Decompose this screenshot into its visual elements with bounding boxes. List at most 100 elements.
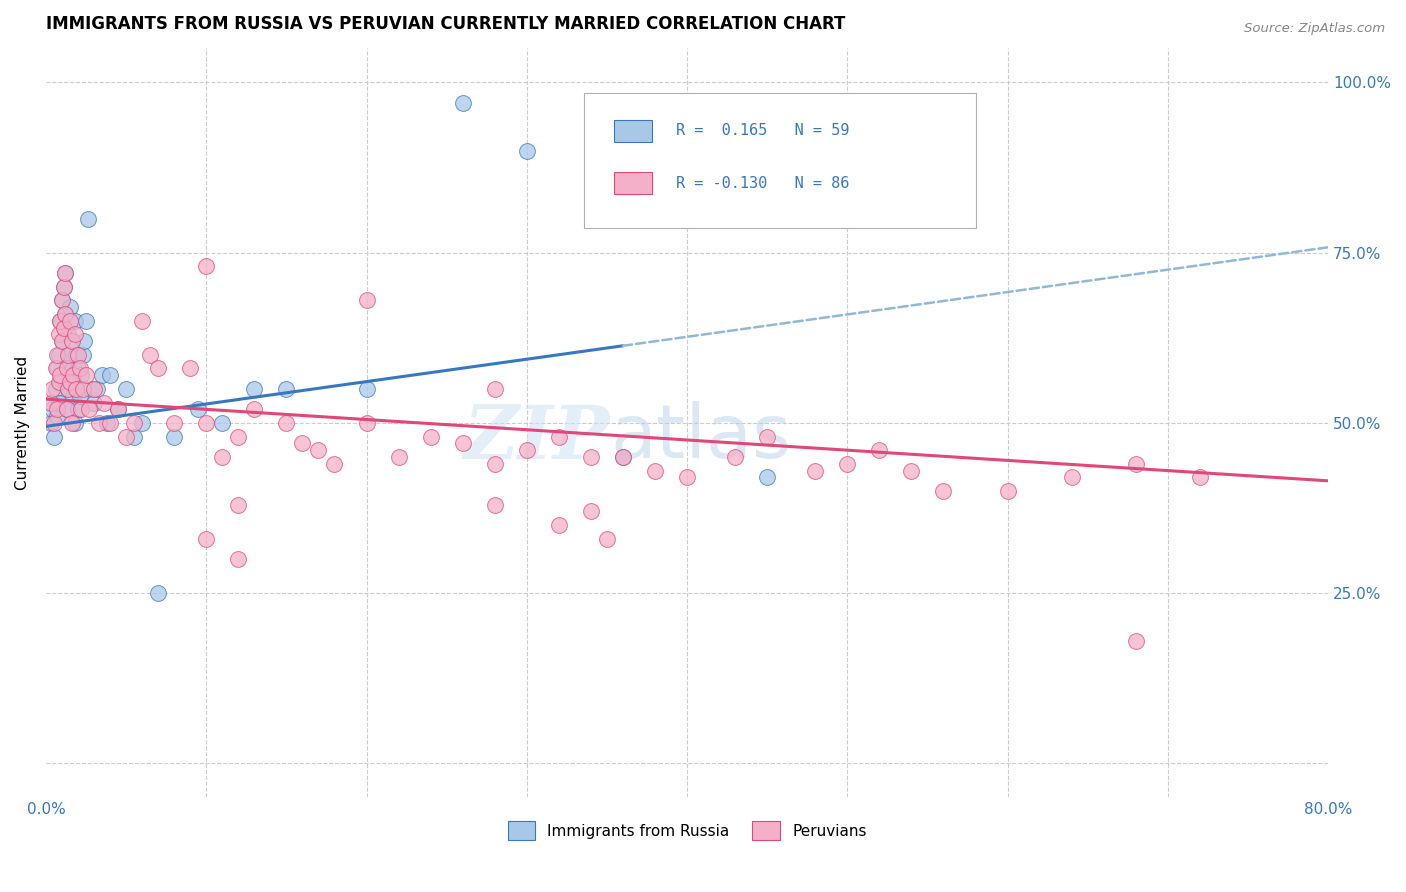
Point	[596, 532, 619, 546]
Point	[60, 334, 83, 349]
Point	[75, 368, 97, 383]
Point	[516, 144, 538, 158]
Point	[900, 464, 922, 478]
Point	[91, 368, 114, 383]
FancyBboxPatch shape	[614, 172, 652, 194]
Point	[179, 361, 201, 376]
Point	[547, 429, 569, 443]
Point	[51, 334, 73, 349]
Point	[516, 443, 538, 458]
Point	[48, 395, 70, 409]
Point	[39, 395, 62, 409]
Point	[59, 314, 82, 328]
Point	[107, 402, 129, 417]
Point	[66, 348, 89, 362]
Point	[644, 464, 666, 478]
Point	[56, 361, 79, 376]
Point	[323, 457, 346, 471]
Point	[72, 348, 94, 362]
Point	[51, 293, 73, 308]
Text: ZIP: ZIP	[464, 401, 610, 475]
Point	[1060, 470, 1083, 484]
Point	[139, 348, 162, 362]
FancyBboxPatch shape	[585, 94, 976, 228]
Point	[243, 382, 266, 396]
Point	[45, 382, 67, 396]
Point	[49, 314, 72, 328]
Point	[276, 416, 298, 430]
Text: R =  0.165   N = 59: R = 0.165 N = 59	[675, 123, 849, 138]
Point	[115, 382, 138, 396]
Point	[547, 518, 569, 533]
Point	[75, 314, 97, 328]
Point	[46, 409, 69, 424]
Point	[63, 416, 86, 430]
Point	[579, 450, 602, 464]
Point	[93, 395, 115, 409]
Point	[98, 368, 121, 383]
Point	[163, 416, 186, 430]
Point	[41, 402, 63, 417]
Text: R = -0.130   N = 86: R = -0.130 N = 86	[675, 176, 849, 191]
Point	[65, 382, 87, 396]
Point	[60, 375, 83, 389]
Point	[226, 498, 249, 512]
Point	[72, 382, 94, 396]
Point	[98, 416, 121, 430]
Point	[107, 402, 129, 417]
Point	[146, 586, 169, 600]
Point	[387, 450, 409, 464]
Point	[83, 395, 105, 409]
Legend: Immigrants from Russia, Peruvians: Immigrants from Russia, Peruvians	[502, 815, 873, 846]
Point	[69, 361, 91, 376]
Point	[997, 483, 1019, 498]
Point	[163, 429, 186, 443]
Point	[59, 348, 82, 362]
Point	[484, 382, 506, 396]
Point	[48, 327, 70, 342]
Point	[451, 436, 474, 450]
Point	[53, 266, 76, 280]
Point	[46, 402, 69, 417]
Point	[86, 382, 108, 396]
Point	[60, 416, 83, 430]
Point	[53, 307, 76, 321]
Point	[56, 402, 79, 417]
Point	[69, 389, 91, 403]
Point	[195, 532, 218, 546]
Point	[579, 504, 602, 518]
Point	[62, 368, 84, 383]
Text: IMMIGRANTS FROM RUSSIA VS PERUVIAN CURRENTLY MARRIED CORRELATION CHART: IMMIGRANTS FROM RUSSIA VS PERUVIAN CURRE…	[46, 15, 845, 33]
Point	[63, 314, 86, 328]
Point	[291, 436, 314, 450]
Point	[70, 402, 93, 417]
Point	[356, 416, 378, 430]
Point	[612, 450, 634, 464]
Point	[868, 443, 890, 458]
Point	[66, 361, 89, 376]
Point	[804, 464, 827, 478]
Point	[131, 416, 153, 430]
Point	[51, 334, 73, 349]
Point	[59, 375, 82, 389]
Point	[211, 450, 233, 464]
Point	[49, 368, 72, 383]
Point	[80, 382, 103, 396]
Point	[451, 95, 474, 110]
Point	[45, 361, 67, 376]
Point	[62, 389, 84, 403]
Point	[56, 361, 79, 376]
Point	[932, 483, 955, 498]
Point	[62, 361, 84, 376]
Point	[65, 348, 87, 362]
Point	[52, 320, 75, 334]
Point	[46, 348, 69, 362]
Point	[307, 443, 329, 458]
Point	[52, 320, 75, 334]
Point	[58, 327, 80, 342]
Point	[146, 361, 169, 376]
Point	[612, 450, 634, 464]
Point	[48, 375, 70, 389]
Point	[195, 260, 218, 274]
Point	[58, 382, 80, 396]
